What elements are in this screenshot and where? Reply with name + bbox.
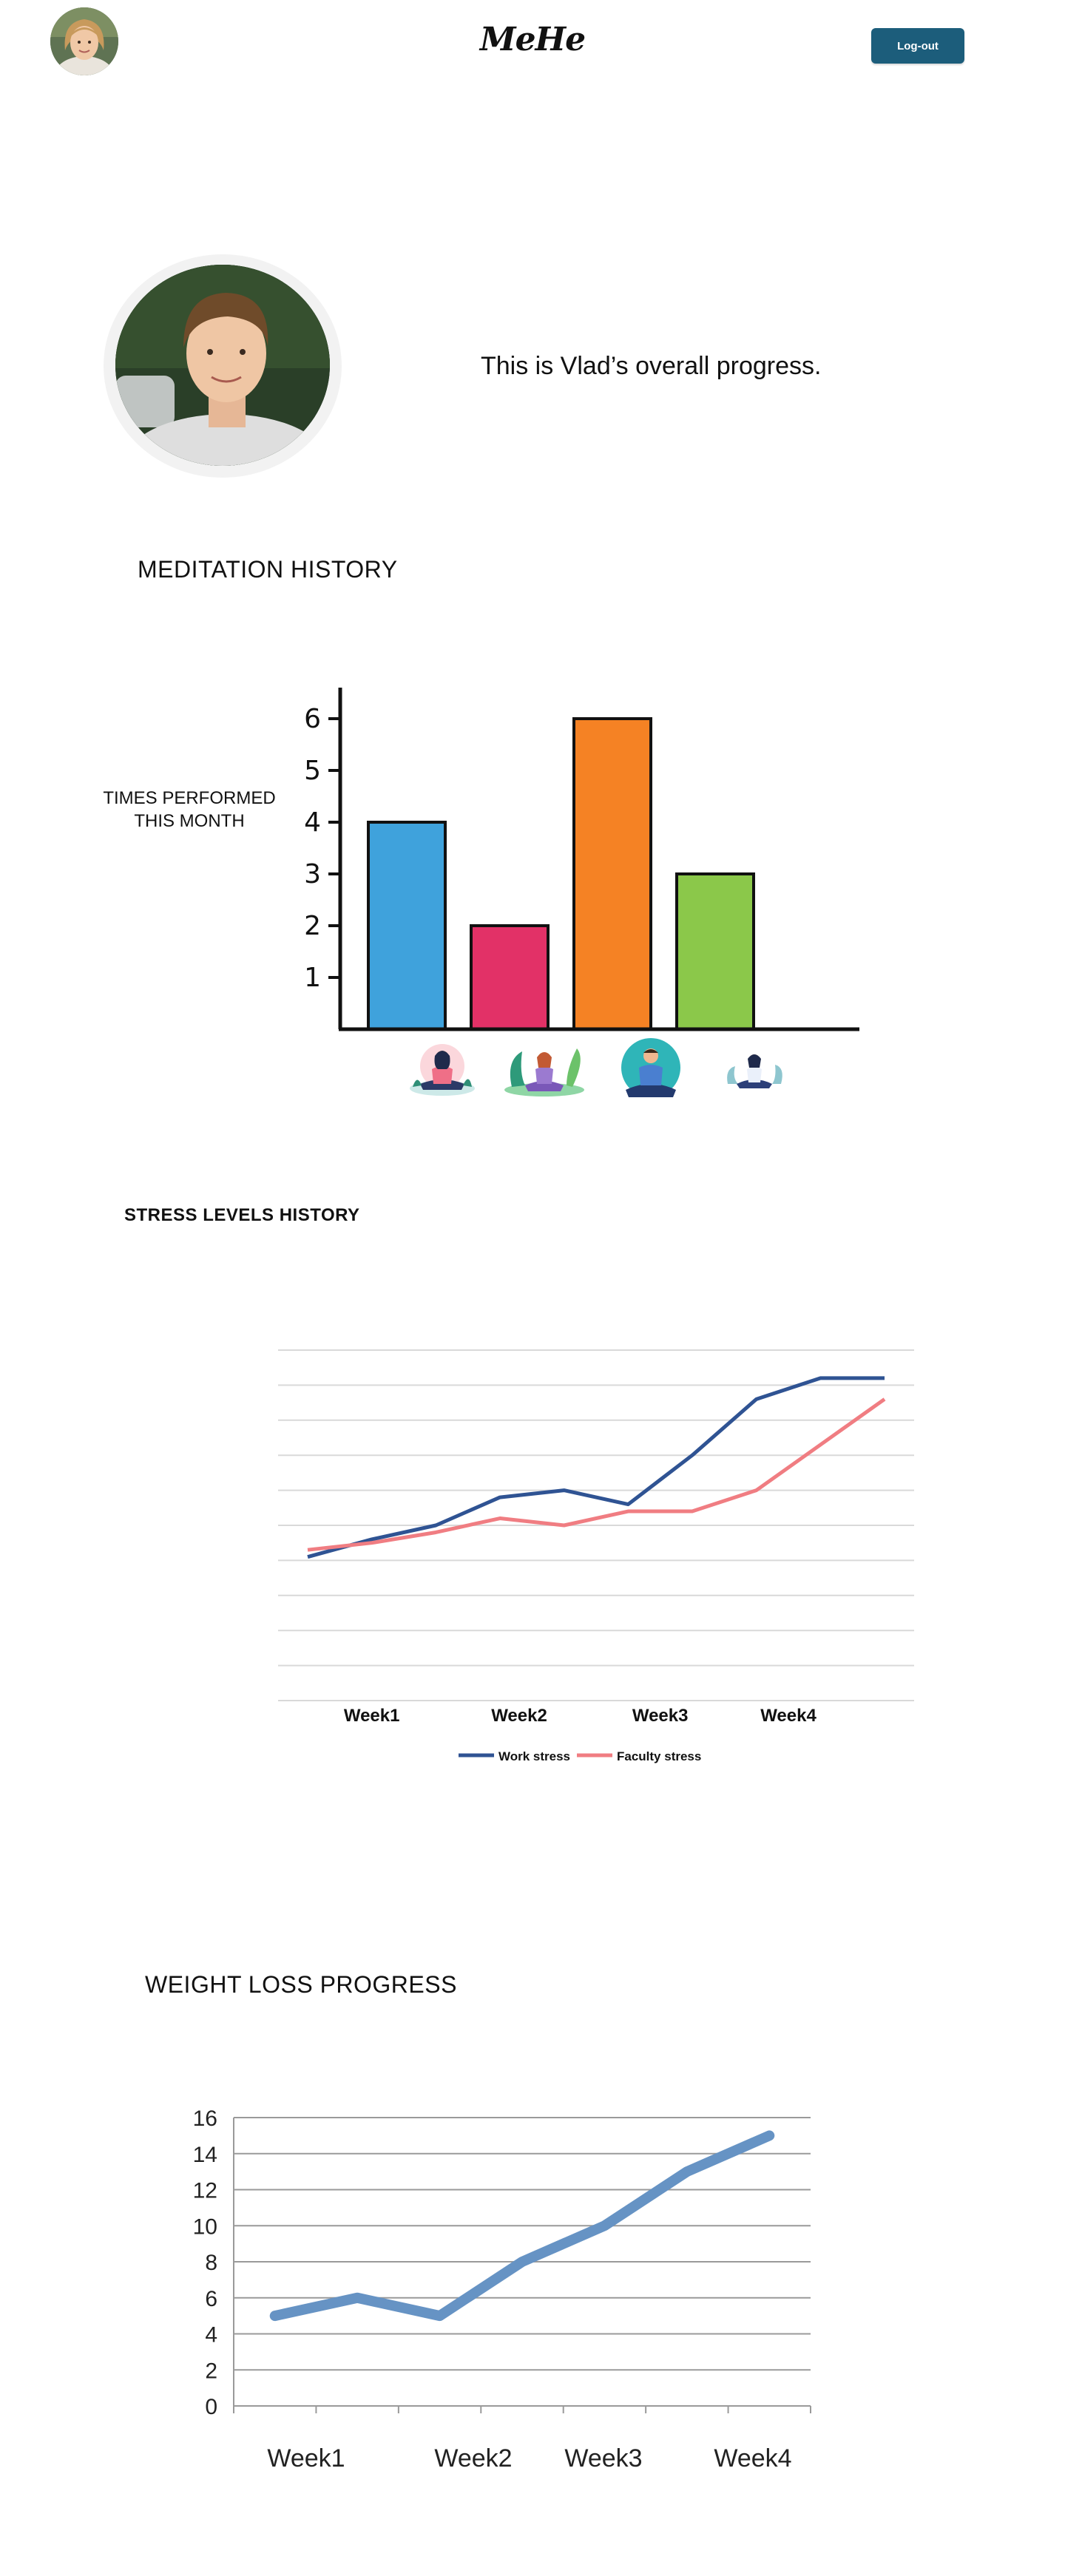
weight-y-tick-label: 2 [205,2359,217,2383]
stress-x-tick-label: Week2 [491,1706,547,1726]
weight-y-tick-label: 14 [193,2143,217,2167]
meditation-y-axis-label-line1: TIMES PERFORMED [103,788,276,808]
weight-x-tick-label: Week1 [267,2444,345,2472]
weight-y-tick-label: 6 [205,2287,217,2311]
meditation-bar [367,821,447,1031]
meditation-bar-chart: 1 2 3 4 5 6 [304,688,859,1097]
app-logo[interactable]: MeHe [479,21,586,58]
meditation-y-tick-label: 3 [304,859,321,889]
user-avatar[interactable] [50,7,118,75]
meditation-bar [572,717,652,1031]
stress-line-chart: Week1 Week2 Week3 Week4 Work stress Faculty … [278,1349,914,1763]
meditation-y-tick-label: 1 [304,963,321,993]
weight-x-tick-label: Week4 [714,2444,791,2472]
weight-series-line [269,2130,775,2322]
stress-x-tick-label: Week4 [760,1706,816,1726]
stress-series-line [307,1397,886,1552]
meditation-y-tick-label: 6 [304,704,321,734]
weight-y-tick-label: 4 [205,2323,217,2348]
meditation-y-axis-label: TIMES PERFORMED THIS MONTH [92,787,287,833]
weight-loss-title: WEIGHT LOSS PROGRESS [145,1971,457,1998]
meditation-history-title: MEDITATION HISTORY [138,556,398,583]
logout-button[interactable]: Log-out [871,28,964,64]
weight-y-tick-label: 10 [193,2214,217,2239]
weight-x-tick-label: Week2 [434,2444,512,2472]
stress-x-tick-label: Week1 [344,1706,400,1726]
meditation-y-axis-label-line2: THIS MONTH [134,811,245,832]
stress-legend-label: Faculty stress [617,1749,701,1763]
stress-series-line [307,1376,885,1559]
meditation-y-tick-label: 4 [304,807,321,838]
weight-line-chart: 0 2 4 6 8 10 12 14 16 Week1 Week2 Week3 Week4 [193,2106,811,2472]
meditation-woman-pink-icon [410,1044,475,1096]
stress-history-title: STRESS LEVELS HISTORY [124,1205,360,1225]
meditation-y-tick-label: 5 [304,756,321,786]
meditation-man-teal-icon [621,1038,680,1097]
meditation-bar [470,924,550,1031]
meditation-bar [675,872,755,1031]
stress-x-tick-label: Week3 [632,1706,689,1726]
meditation-y-tick-label: 2 [304,911,321,941]
weight-x-tick-label: Week3 [564,2444,642,2472]
weight-y-tick-label: 16 [193,2106,217,2131]
profile-avatar [115,265,330,466]
header: MeHe Log-out [0,0,1065,96]
weight-y-tick-label: 12 [193,2179,217,2203]
meditation-woman-leaves-icon [504,1048,584,1097]
stress-legend-label: Work stress [498,1749,570,1763]
progress-text: This is Vlad’s overall progress. [481,352,822,380]
meditation-woman-blue-icon [727,1054,782,1088]
weight-y-tick-label: 8 [205,2251,217,2275]
weight-y-tick-label: 0 [205,2395,217,2419]
